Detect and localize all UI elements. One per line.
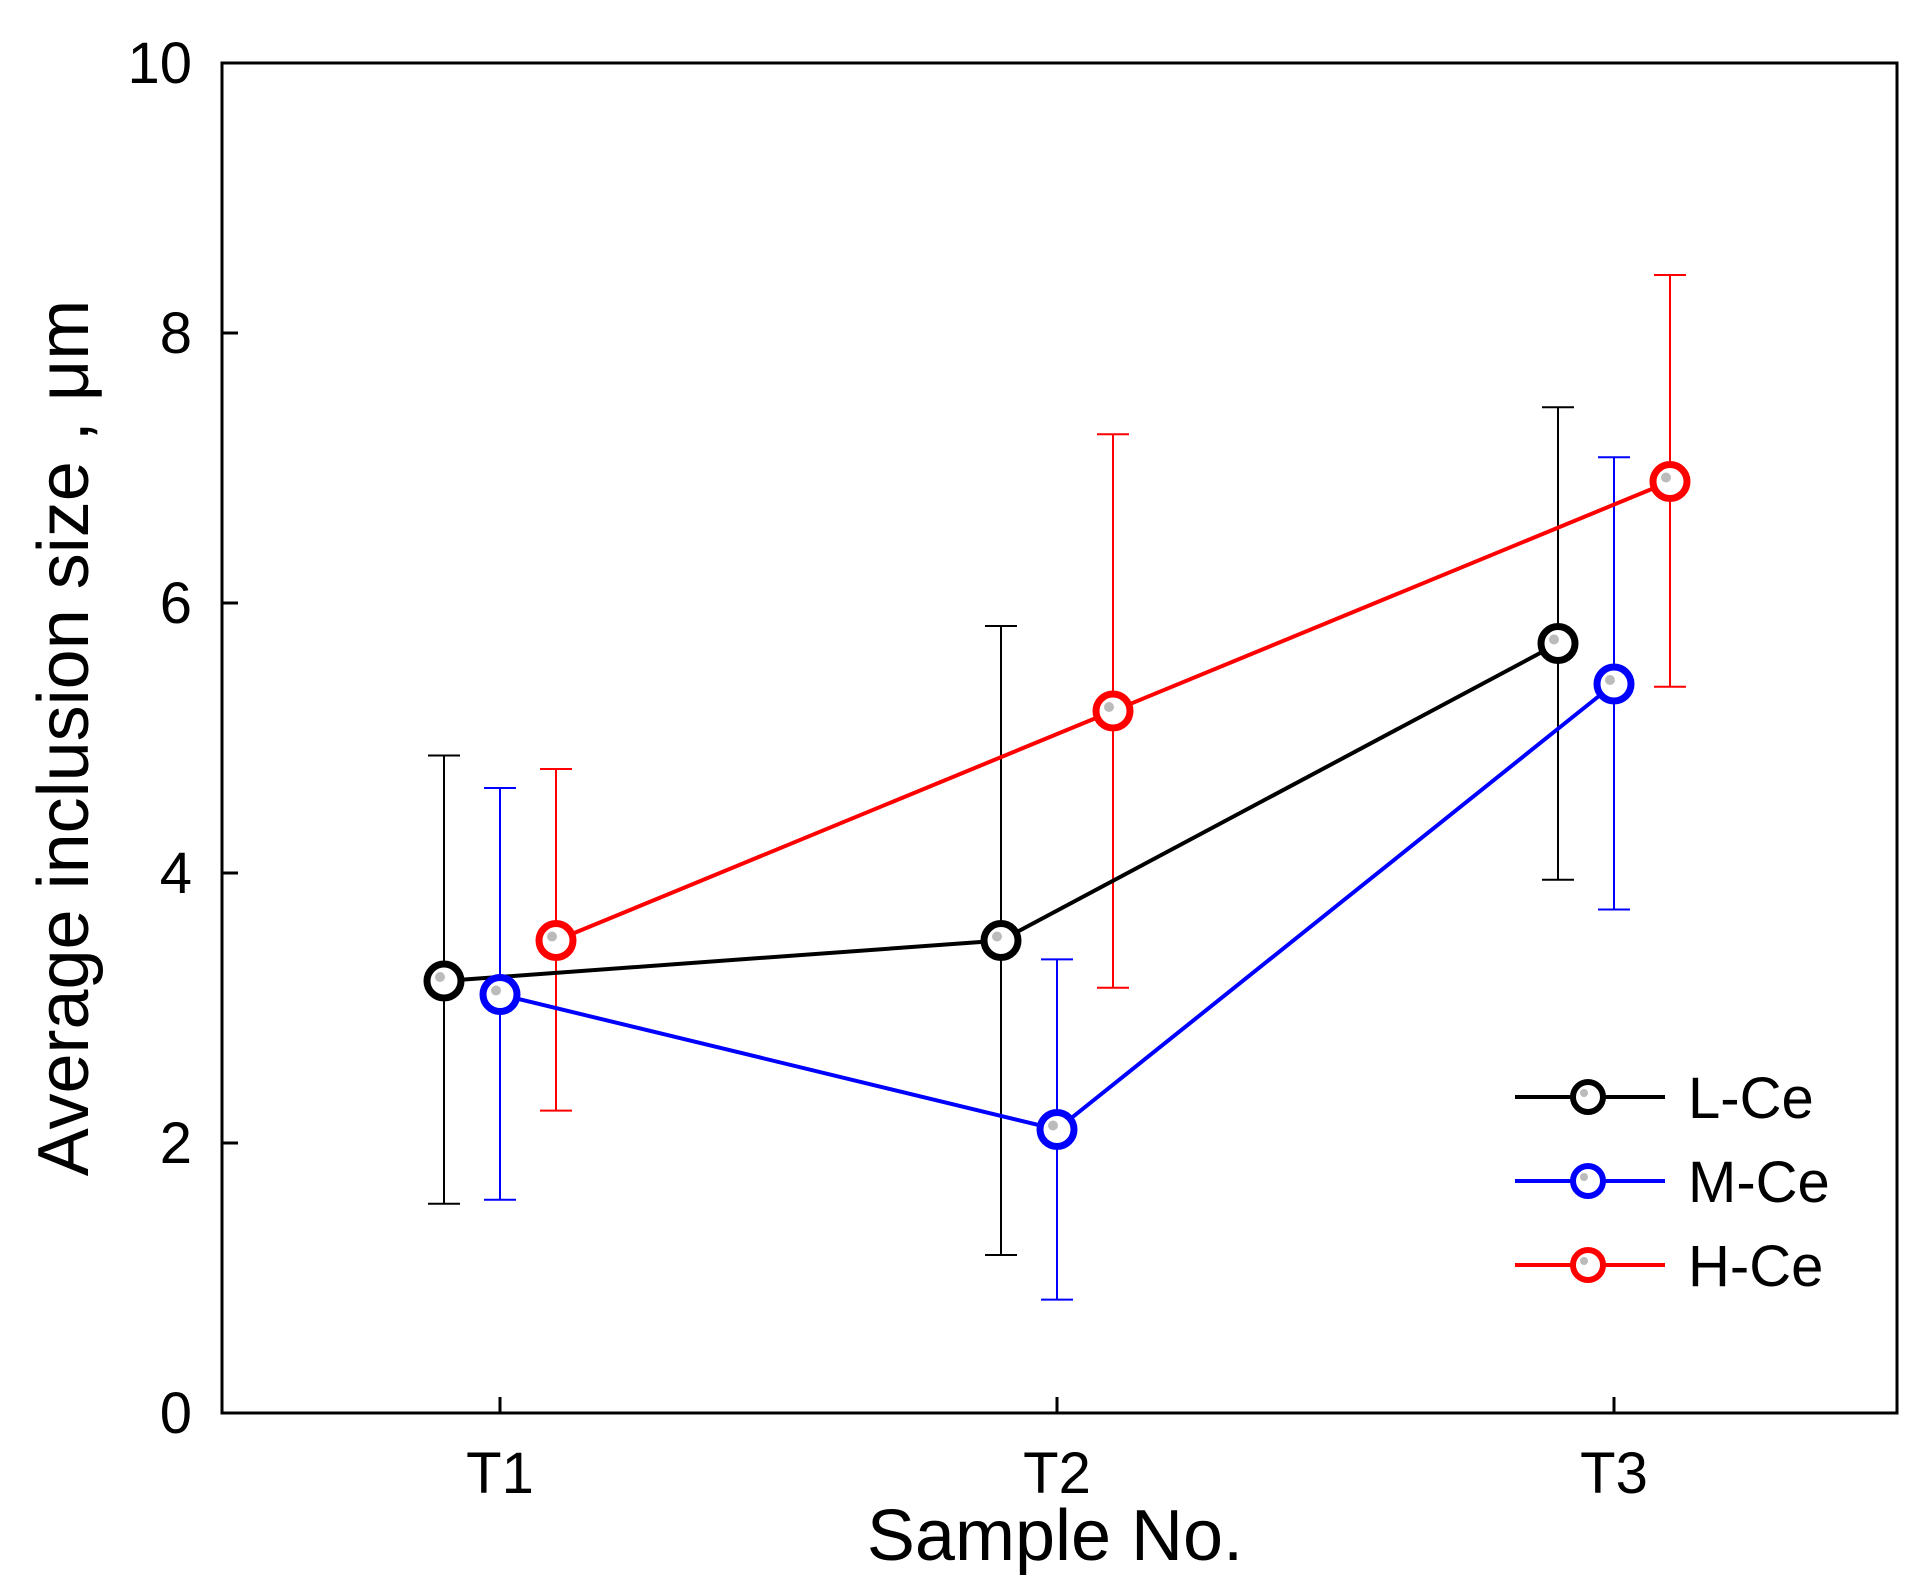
y-tick-label: 4: [160, 841, 192, 906]
data-point-highlight: [1104, 702, 1114, 712]
data-point-m-ce: [1593, 663, 1635, 705]
legend-label-h-ce: H-Ce: [1688, 1234, 1823, 1299]
data-point-h-ce: [1649, 461, 1691, 502]
x-axis-title: Sample No.: [867, 1496, 1243, 1576]
y-axis: 0 2 4 6 8 10: [127, 31, 238, 1446]
x-axis: T1 T2 T3: [466, 1397, 1648, 1506]
legend-label-m-ce: M-Ce: [1688, 1150, 1830, 1215]
data-point-highlight: [435, 972, 445, 982]
data-point-highlight: [1605, 675, 1615, 685]
x-tick-label: T1: [466, 1441, 534, 1506]
data-point-m-ce: [1036, 1109, 1078, 1150]
y-tick-label: 6: [160, 571, 192, 636]
data-point-highlight: [1048, 1120, 1058, 1131]
data-point-highlight: [992, 931, 1002, 942]
y-axis-title: Average inclusion size , μm: [24, 300, 104, 1177]
legend-marker-h-ce: [1570, 1247, 1606, 1283]
data-point-highlight: [547, 931, 557, 942]
data-point-h-ce: [1092, 690, 1134, 732]
legend-marker-highlight: [1580, 1173, 1588, 1181]
series-markers: [423, 461, 1691, 1150]
data-point-h-ce: [535, 920, 577, 961]
legend-marker-highlight: [1580, 1089, 1588, 1097]
legend-label-l-ce: L-Ce: [1688, 1066, 1814, 1131]
data-point-highlight: [1549, 634, 1559, 645]
data-point-l-ce: [980, 920, 1022, 961]
legend-marker-l-ce: [1570, 1079, 1606, 1115]
y-tick-label: 10: [127, 31, 192, 96]
x-tick-label: T2: [1023, 1441, 1091, 1506]
data-point-highlight: [1661, 472, 1671, 483]
plot-frame: [220, 61, 1899, 1415]
y-tick-label: 2: [160, 1111, 192, 1176]
data-point-highlight: [491, 985, 501, 996]
data-point-l-ce: [423, 960, 465, 1002]
data-point-l-ce: [1537, 623, 1579, 664]
legend-marker-m-ce: [1570, 1163, 1606, 1199]
data-point-m-ce: [479, 974, 521, 1015]
legend-marker-highlight: [1580, 1257, 1588, 1265]
y-tick-label: 0: [160, 1381, 192, 1446]
legend: L-Ce M-Ce H-Ce: [1515, 1066, 1830, 1299]
y-tick-label: 8: [160, 301, 192, 366]
x-tick-label: T3: [1580, 1441, 1648, 1506]
